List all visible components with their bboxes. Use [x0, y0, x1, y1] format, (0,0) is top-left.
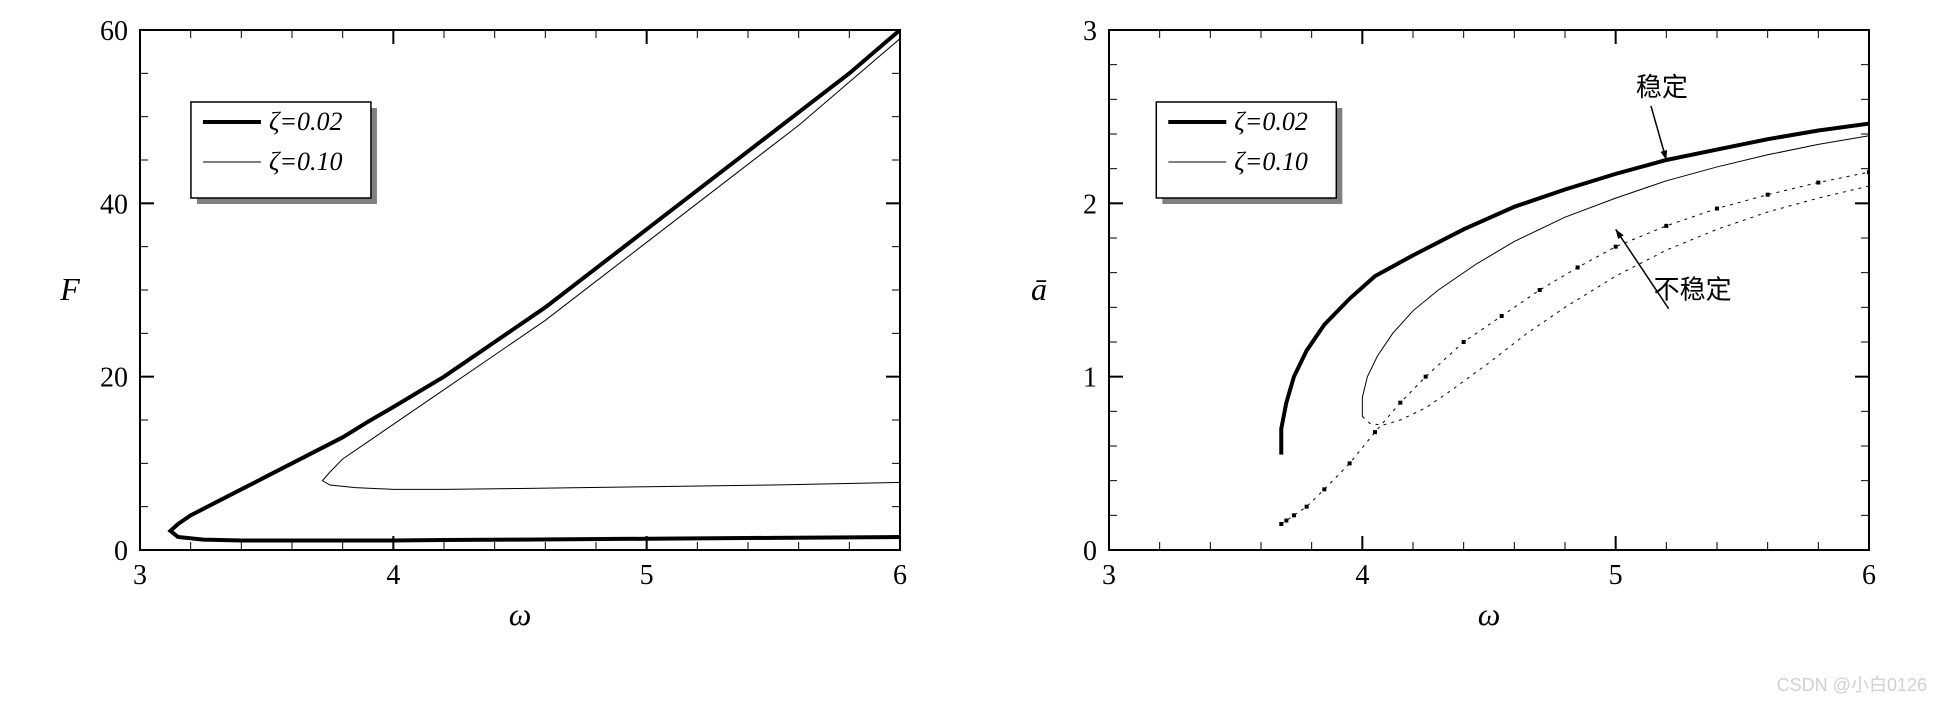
y-tick-label: 2 [1083, 189, 1097, 220]
y-tick-label: 1 [1083, 363, 1097, 394]
annotation-text: 不稳定 [1653, 276, 1731, 305]
x-tick-label: 4 [1355, 560, 1369, 591]
y-tick-label: 3 [1083, 16, 1097, 47]
legend-label: ζ=0.02 [1234, 107, 1308, 136]
left-chart-svg: 34560204060ωFζ=0.02ζ=0.10 [0, 0, 968, 680]
y-tick-label: 0 [114, 536, 128, 567]
legend-label: ζ=0.10 [1234, 147, 1308, 176]
x-tick-label: 3 [133, 560, 147, 591]
x-tick-label: 6 [893, 560, 907, 591]
legend-label: ζ=0.10 [269, 147, 343, 176]
x-tick-label: 4 [386, 560, 400, 591]
y-axis-label: ā [1031, 271, 1047, 307]
chart-container: 34560204060ωFζ=0.02ζ=0.10 34560123ωāζ=0.… [0, 0, 1937, 702]
left-chart-panel: 34560204060ωFζ=0.02ζ=0.10 [0, 0, 969, 702]
x-axis-label: ω [1477, 596, 1500, 632]
x-tick-label: 3 [1102, 560, 1116, 591]
x-tick-label: 5 [640, 560, 654, 591]
y-tick-label: 60 [100, 16, 128, 47]
x-axis-label: ω [509, 596, 532, 632]
y-tick-label: 20 [100, 363, 128, 394]
y-axis-label: F [59, 271, 80, 307]
legend-label: ζ=0.02 [269, 107, 343, 136]
watermark-text: CSDN @小白0126 [1777, 671, 1927, 697]
y-tick-label: 40 [100, 189, 128, 220]
x-tick-label: 5 [1608, 560, 1622, 591]
series-marker [1613, 245, 1617, 249]
annotation-text: 稳定 [1635, 73, 1687, 102]
right-chart-panel: 3 4 5 6 0 1 2 3 ω ā ζ=0.02 ζ=0.10 稳定不稳定 [969, 0, 1937, 702]
right-chart-svg: 3 4 5 6 0 1 2 3 ω ā ζ=0.02 ζ=0.10 稳定不稳定 [969, 0, 1937, 680]
x-tick-label: 6 [1862, 560, 1876, 591]
y-tick-label: 0 [1083, 536, 1097, 567]
series-marker [1664, 224, 1668, 228]
series-marker [1867, 170, 1871, 174]
